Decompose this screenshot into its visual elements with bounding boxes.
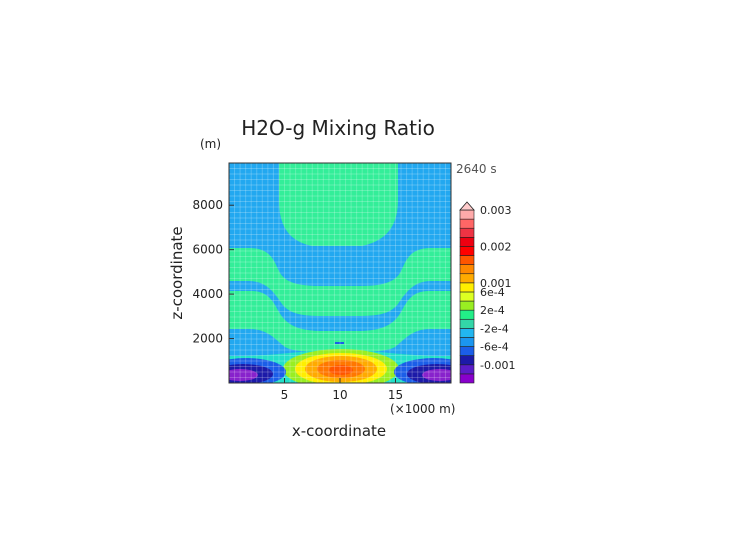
colorbar-label: 0.002 xyxy=(480,240,512,253)
colorbar-label: 0.003 xyxy=(480,204,512,217)
region-middle-band xyxy=(229,248,451,316)
y-axis-label: z-coordinate xyxy=(168,226,186,319)
plot-area xyxy=(229,163,451,383)
region-lower-band xyxy=(229,291,451,352)
colorbar-swatch xyxy=(459,300,475,311)
y-tick-label: 2000 xyxy=(192,332,223,346)
chart-title: H2O-g Mixing Ratio xyxy=(241,116,435,140)
colorbar-label: 6e-4 xyxy=(480,286,505,299)
colorbar-extend-arrow xyxy=(459,201,475,211)
colorbar-swatch xyxy=(459,282,475,293)
colorbar-swatch xyxy=(459,209,475,220)
y-axis-ticks: 2000 4000 6000 8000 xyxy=(192,198,234,346)
x-axis-ticks: 5 10 15 xyxy=(281,378,403,402)
colorbar-swatch xyxy=(459,355,475,366)
colorbar-label: 0.001 xyxy=(480,277,512,290)
region-upper-band xyxy=(279,163,398,246)
y-tick-label: 8000 xyxy=(192,198,223,212)
colorbar-swatch xyxy=(459,328,475,338)
x-tick-label: 10 xyxy=(332,388,347,402)
colorbar-label: -0.001 xyxy=(480,359,515,372)
region-right-purple xyxy=(422,369,451,381)
x-tick-label: 15 xyxy=(388,388,403,402)
colorbar-swatch xyxy=(459,264,475,275)
colorbar-swatch xyxy=(459,218,475,229)
x-axis-label: x-coordinate xyxy=(292,422,386,440)
colorbar-swatch xyxy=(459,255,475,265)
colorbar-swatch xyxy=(459,337,475,347)
colorbar-swatch xyxy=(459,318,475,329)
x-tick-label: 5 xyxy=(281,388,289,402)
time-label: 2640 s xyxy=(456,162,497,176)
colorbar-swatch xyxy=(459,273,475,284)
region-left-purple xyxy=(229,369,258,381)
colorbar-swatch xyxy=(459,227,475,238)
colorbar-swatch xyxy=(459,237,475,247)
colorbar-label: -2e-4 xyxy=(480,322,509,335)
grid-lines xyxy=(229,163,451,383)
y-unit-label: (m) xyxy=(200,137,221,151)
colorbar-swatch xyxy=(459,373,475,384)
colorbar-swatch xyxy=(459,309,475,320)
colorbar-swatch xyxy=(459,346,475,356)
region-center-max xyxy=(329,365,353,375)
colorbar-label: 2e-4 xyxy=(480,304,505,317)
colorbar-swatch xyxy=(459,246,475,256)
colorbar-label: -6e-4 xyxy=(480,341,509,354)
y-tick-label: 6000 xyxy=(192,243,223,257)
colorbar-swatch xyxy=(459,364,475,375)
colorbar-swatch xyxy=(459,291,475,302)
y-tick-label: 4000 xyxy=(192,287,223,301)
x-unit-label: (×1000 m) xyxy=(390,402,455,416)
